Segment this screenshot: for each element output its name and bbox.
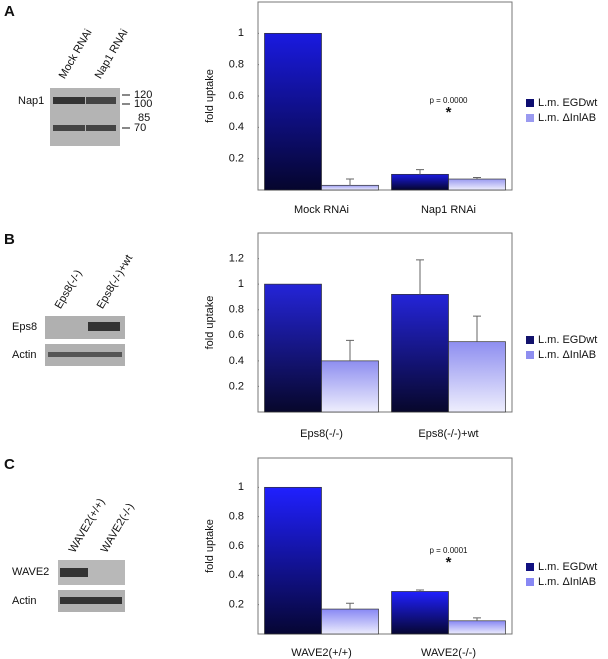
y-tick-label: 0.4 xyxy=(229,569,244,581)
bar xyxy=(448,178,506,191)
blot-band xyxy=(60,568,88,577)
error-bar xyxy=(473,315,481,342)
y-tick-label: 0.8 xyxy=(229,511,244,523)
legend-swatch xyxy=(526,114,534,122)
bar xyxy=(264,32,322,191)
annotation: p = 0.0000 xyxy=(429,96,468,105)
row-label: Actin xyxy=(12,595,36,607)
y-tick-label: 0.6 xyxy=(229,329,244,341)
panel-letter: A xyxy=(4,3,15,20)
legend-swatch xyxy=(526,563,534,571)
x-tick-label: Eps8(-/-) xyxy=(300,428,343,440)
y-tick-label: 0.2 xyxy=(229,153,244,165)
bar xyxy=(321,184,379,191)
panel-letter: C xyxy=(4,456,15,473)
blot-band xyxy=(53,125,85,131)
blot-band xyxy=(86,125,116,131)
blot xyxy=(45,316,125,339)
blot-band xyxy=(86,97,116,104)
x-tick-label: Nap1 RNAi xyxy=(421,204,476,216)
marker-label: 100 xyxy=(134,98,152,110)
error-bar xyxy=(473,176,481,180)
panel-letter: B xyxy=(4,231,15,248)
y-tick-label: 0.2 xyxy=(229,599,244,611)
error-bar xyxy=(416,259,424,295)
legend-swatch xyxy=(526,351,534,359)
marker-label: 120 xyxy=(134,89,152,101)
y-tick-label: 1 xyxy=(238,481,244,493)
y-tick-label: 1 xyxy=(238,278,244,290)
annotation-mark: * xyxy=(446,554,452,571)
bar xyxy=(448,620,506,635)
blot-band xyxy=(48,352,122,357)
blot-band xyxy=(88,322,120,331)
y-tick-label: 0.8 xyxy=(229,304,244,316)
annotation: p = 0.0001 xyxy=(429,546,468,555)
y-tick-label: 0.2 xyxy=(229,380,244,392)
y-axis-label: fold uptake xyxy=(204,296,216,350)
bar xyxy=(321,608,379,635)
marker-label: 85 xyxy=(138,112,150,124)
annotation-mark: * xyxy=(446,104,452,121)
error-bar xyxy=(346,178,354,186)
bar xyxy=(391,591,449,635)
row-label: WAVE2 xyxy=(12,566,49,578)
lane-label: Nap1 RNAi xyxy=(93,27,131,81)
error-bar xyxy=(416,589,424,592)
bar xyxy=(264,486,322,635)
x-tick-label: WAVE2(+/+) xyxy=(291,647,352,659)
legend-label: L.m. ΔInlAB xyxy=(538,112,596,124)
error-bar xyxy=(473,617,481,621)
row-label: Actin xyxy=(12,349,36,361)
marker-label: 70 xyxy=(134,122,146,134)
legend-swatch xyxy=(526,336,534,344)
blot xyxy=(50,88,120,146)
y-tick-label: 0.4 xyxy=(229,121,244,133)
bar xyxy=(391,173,449,191)
bar xyxy=(448,341,506,413)
error-bar xyxy=(346,602,354,610)
lane-label: Eps8(-/-) xyxy=(53,268,85,311)
bar xyxy=(391,294,449,413)
error-bar xyxy=(416,169,424,175)
row-label: Nap1 xyxy=(18,95,44,107)
legend-label: L.m. ΔInlAB xyxy=(538,349,596,361)
bar xyxy=(321,360,379,413)
legend-swatch xyxy=(526,578,534,586)
x-tick-label: WAVE2(-/-) xyxy=(421,647,476,659)
y-tick-label: 1.2 xyxy=(229,252,244,264)
y-tick-label: 1 xyxy=(238,27,244,39)
y-tick-label: 0.6 xyxy=(229,540,244,552)
y-axis-label: fold uptake xyxy=(204,69,216,123)
lane-label: WAVE2(-/-) xyxy=(99,501,137,555)
blot-band xyxy=(60,597,122,604)
lane-label: Mock RNAi xyxy=(57,27,95,81)
legend-swatch xyxy=(526,99,534,107)
error-bar xyxy=(346,339,354,361)
blot-band xyxy=(53,97,85,104)
y-axis-label: fold uptake xyxy=(204,519,216,573)
legend-label: L.m. ΔInlAB xyxy=(538,576,596,588)
y-tick-label: 0.6 xyxy=(229,90,244,102)
x-tick-label: Mock RNAi xyxy=(294,204,349,216)
legend-label: L.m. EGDwt xyxy=(538,334,597,346)
y-tick-label: 0.8 xyxy=(229,59,244,71)
y-tick-label: 0.4 xyxy=(229,355,244,367)
x-tick-label: Eps8(-/-)+wt xyxy=(418,428,478,440)
lane-label: Eps8(-/-)+wt xyxy=(95,253,136,311)
row-label: Eps8 xyxy=(12,321,37,333)
legend-label: L.m. EGDwt xyxy=(538,561,597,573)
legend-label: L.m. EGDwt xyxy=(538,97,597,109)
bar xyxy=(264,283,322,413)
